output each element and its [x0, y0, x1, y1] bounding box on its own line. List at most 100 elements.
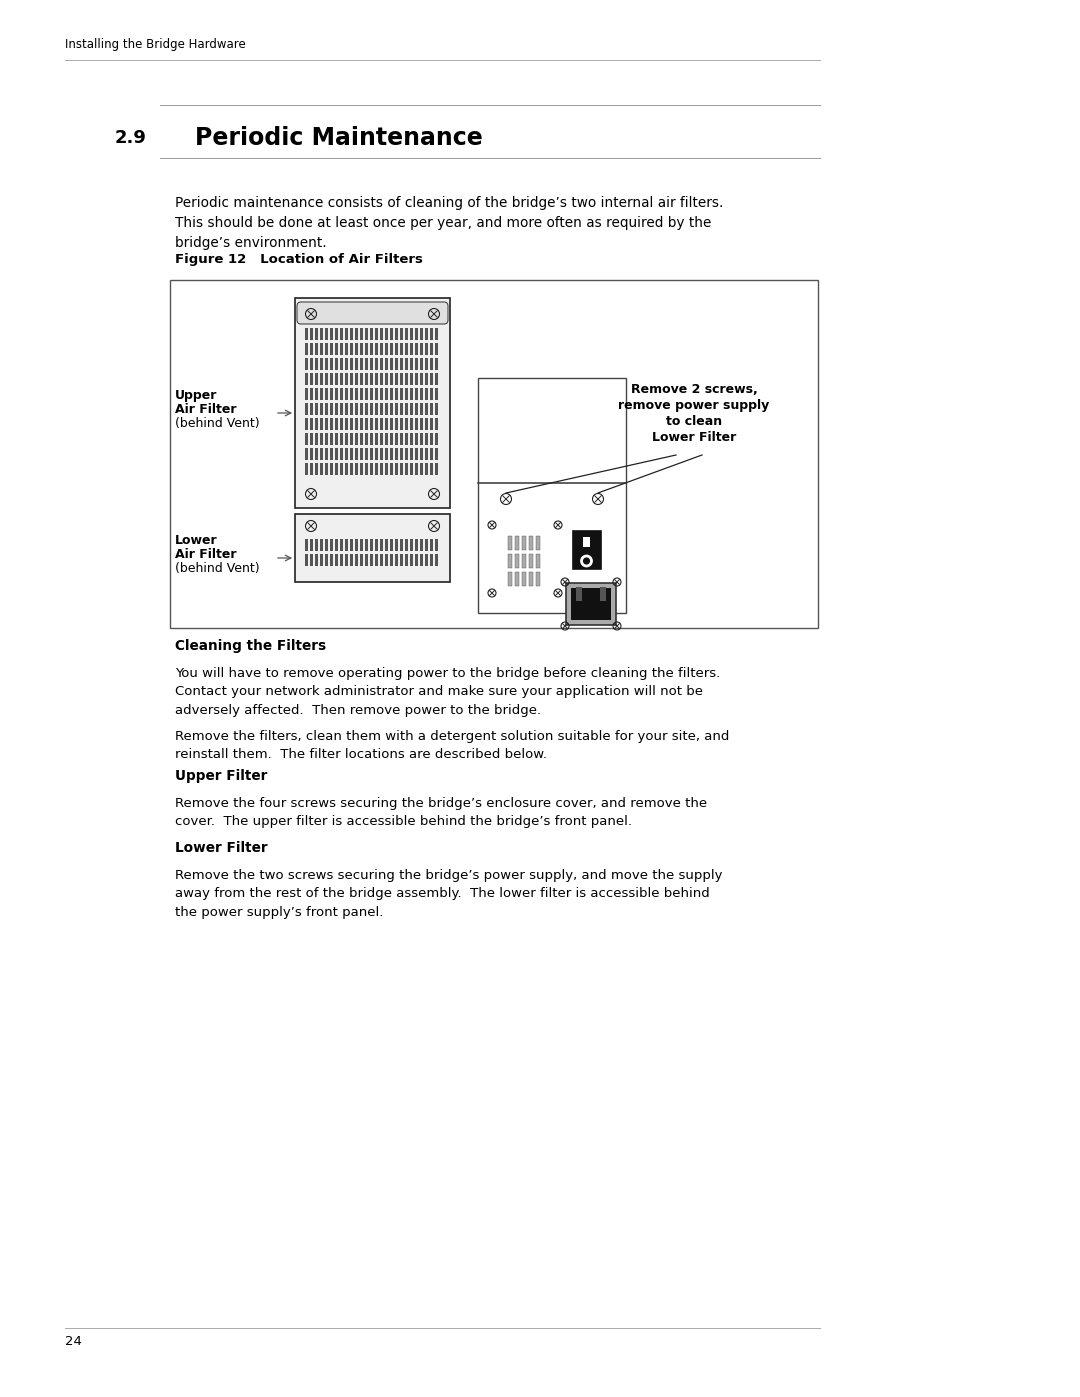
Bar — [310, 373, 313, 386]
Bar — [340, 402, 343, 415]
Bar — [435, 539, 438, 550]
Bar — [370, 539, 373, 550]
Bar — [315, 402, 318, 415]
Bar — [430, 462, 433, 475]
Bar — [340, 344, 343, 355]
Text: 24: 24 — [65, 1336, 82, 1348]
Bar — [390, 328, 393, 339]
Bar — [430, 433, 433, 446]
Bar — [390, 448, 393, 460]
Bar — [395, 402, 399, 415]
Polygon shape — [566, 583, 616, 624]
Bar — [430, 555, 433, 566]
Bar — [400, 418, 403, 430]
Bar — [320, 373, 323, 386]
Bar — [415, 462, 418, 475]
Bar — [360, 448, 363, 460]
Bar — [400, 555, 403, 566]
Bar — [410, 433, 413, 446]
Bar — [375, 373, 378, 386]
Bar — [350, 328, 353, 339]
Bar — [380, 388, 383, 400]
Bar — [365, 328, 368, 339]
Bar — [415, 402, 418, 415]
Text: Remove the two screws securing the bridge’s power supply, and move the supply
aw: Remove the two screws securing the bridg… — [175, 869, 723, 919]
Bar — [345, 462, 348, 475]
Bar — [380, 402, 383, 415]
Bar — [426, 418, 428, 430]
Bar — [390, 388, 393, 400]
Bar — [345, 433, 348, 446]
Bar — [430, 344, 433, 355]
Bar — [340, 388, 343, 400]
Bar — [340, 373, 343, 386]
Bar — [435, 402, 438, 415]
Bar — [435, 344, 438, 355]
Bar — [170, 279, 818, 629]
Bar — [315, 418, 318, 430]
Bar — [395, 462, 399, 475]
Bar — [415, 373, 418, 386]
Bar — [384, 448, 388, 460]
Text: Installing the Bridge Hardware: Installing the Bridge Hardware — [65, 38, 246, 52]
Bar — [370, 402, 373, 415]
Bar — [384, 388, 388, 400]
Bar — [395, 555, 399, 566]
Bar — [360, 358, 363, 370]
Bar — [571, 588, 611, 620]
Bar — [360, 402, 363, 415]
Bar — [508, 536, 512, 550]
Bar — [410, 328, 413, 339]
Bar — [315, 539, 318, 550]
Bar — [325, 373, 328, 386]
Bar — [315, 388, 318, 400]
Bar — [384, 433, 388, 446]
Bar — [335, 344, 338, 355]
Bar — [330, 448, 333, 460]
Bar — [395, 373, 399, 386]
Bar — [345, 358, 348, 370]
Bar — [305, 388, 308, 400]
Bar — [355, 388, 357, 400]
Bar — [355, 462, 357, 475]
Bar — [310, 402, 313, 415]
Bar — [375, 402, 378, 415]
Bar — [375, 388, 378, 400]
Bar — [310, 328, 313, 339]
Bar — [390, 402, 393, 415]
Bar — [515, 536, 519, 550]
Bar — [320, 433, 323, 446]
Bar — [305, 555, 308, 566]
Bar — [305, 462, 308, 475]
Bar — [365, 448, 368, 460]
Bar — [390, 418, 393, 430]
Bar — [435, 418, 438, 430]
Text: Air Filter: Air Filter — [175, 548, 237, 562]
Bar — [536, 571, 540, 585]
Bar — [315, 462, 318, 475]
Text: Lower Filter: Lower Filter — [175, 841, 268, 855]
Text: Remove the four screws securing the bridge’s enclosure cover, and remove the
cov: Remove the four screws securing the brid… — [175, 798, 707, 828]
Bar — [380, 555, 383, 566]
Bar — [426, 448, 428, 460]
Bar — [350, 373, 353, 386]
Bar — [310, 388, 313, 400]
Bar — [350, 344, 353, 355]
Bar — [330, 344, 333, 355]
Bar — [380, 462, 383, 475]
Bar — [400, 462, 403, 475]
Bar — [384, 328, 388, 339]
Bar — [380, 433, 383, 446]
Bar — [405, 373, 408, 386]
Bar — [405, 555, 408, 566]
Bar — [335, 448, 338, 460]
Bar — [384, 402, 388, 415]
Bar — [360, 418, 363, 430]
Bar — [420, 539, 423, 550]
Bar — [405, 388, 408, 400]
Bar — [335, 433, 338, 446]
Bar — [355, 433, 357, 446]
Bar — [325, 402, 328, 415]
Bar — [310, 555, 313, 566]
Bar — [345, 344, 348, 355]
